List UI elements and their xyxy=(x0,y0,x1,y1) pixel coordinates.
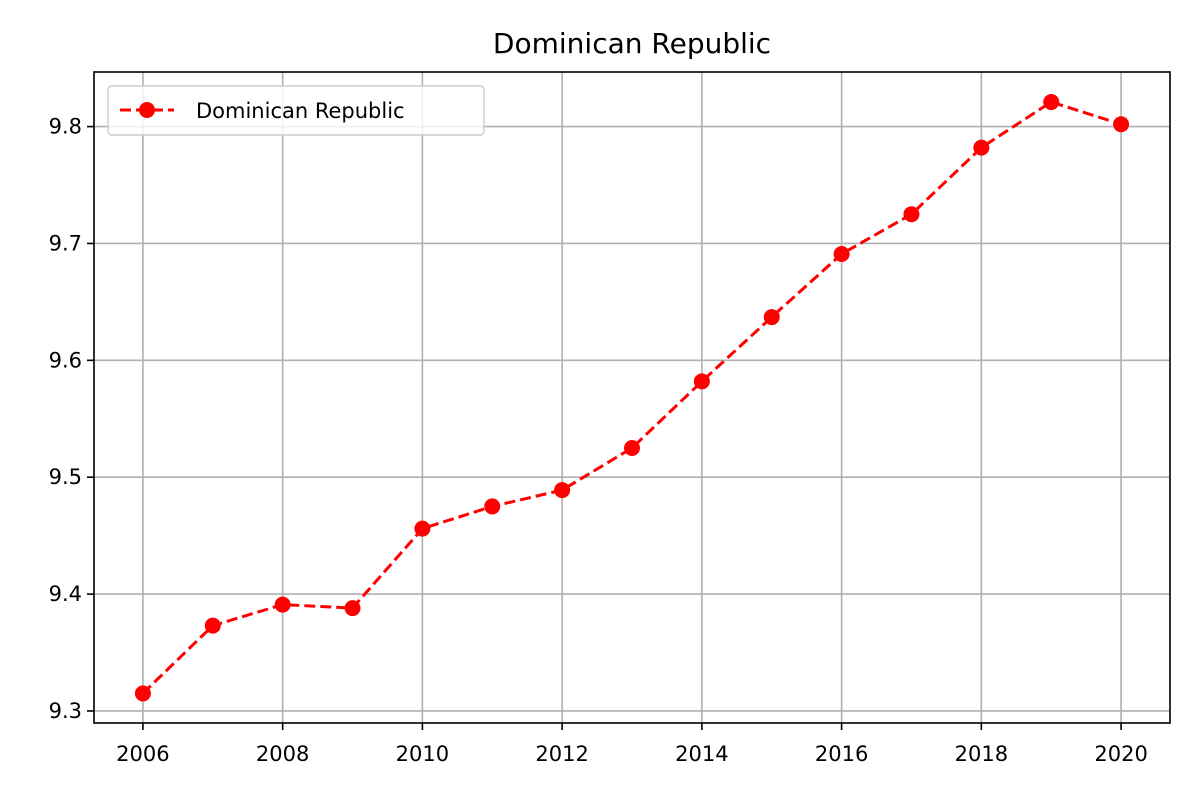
data-point xyxy=(1113,116,1130,133)
data-point xyxy=(414,520,431,537)
x-tick-label: 2018 xyxy=(955,742,1008,766)
data-point xyxy=(1043,94,1060,111)
data-point xyxy=(973,139,990,156)
grid xyxy=(94,72,1170,723)
x-tick-label: 2016 xyxy=(815,742,868,766)
data-point xyxy=(344,600,361,617)
data-point xyxy=(903,206,920,223)
legend-marker-sample xyxy=(139,102,155,118)
y-tick-label: 9.6 xyxy=(49,348,82,372)
x-tick-label: 2006 xyxy=(116,742,169,766)
series-layer xyxy=(134,94,1130,702)
x-tick-label: 2012 xyxy=(535,742,588,766)
y-tick-label: 9.4 xyxy=(49,582,82,606)
x-axis: 2006 2008 2010 2012 2014 2016 2018 2020 xyxy=(116,723,1148,766)
y-axis: 9.3 9.4 9.5 9.6 9.7 9.8 xyxy=(49,115,94,723)
x-tick-label: 2014 xyxy=(675,742,728,766)
data-point xyxy=(274,596,291,613)
y-tick-label: 9.8 xyxy=(49,115,82,139)
legend: Dominican Republic xyxy=(107,85,485,136)
legend-label: Dominican Republic xyxy=(196,99,405,123)
data-point xyxy=(833,245,850,262)
x-tick-label: 2008 xyxy=(256,742,309,766)
data-point xyxy=(204,617,221,634)
y-tick-label: 9.3 xyxy=(49,699,82,723)
data-point xyxy=(554,482,571,499)
x-tick-label: 2020 xyxy=(1094,742,1147,766)
data-point xyxy=(624,439,640,456)
data-point xyxy=(484,498,501,515)
series-line xyxy=(141,100,1122,695)
x-tick-label: 2010 xyxy=(396,742,449,766)
y-tick-label: 9.7 xyxy=(49,231,82,255)
y-tick-label: 9.5 xyxy=(49,465,82,489)
data-point xyxy=(763,309,780,326)
data-point xyxy=(693,373,710,390)
chart-title: Dominican Republic xyxy=(493,27,771,60)
plot-frame xyxy=(93,71,1171,724)
data-point xyxy=(134,685,151,702)
legend-box xyxy=(107,85,485,136)
